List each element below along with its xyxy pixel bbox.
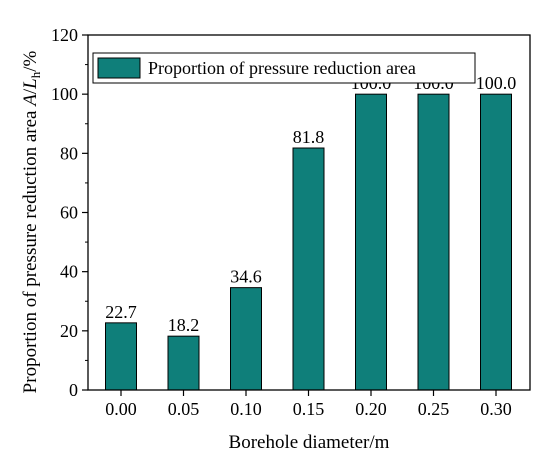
y-axis-title-text: Proportion of pressure reduction area: [20, 106, 41, 394]
bars-group: [105, 93, 512, 391]
bar-0.25: [417, 93, 450, 391]
bar-0.00: [105, 322, 137, 391]
legend: Proportion of pressure reduction area: [92, 52, 476, 84]
data-label-0.10: 34.6: [230, 267, 262, 287]
x-tick-label: 0.00: [105, 399, 137, 419]
x-tick-label: 0.15: [293, 399, 325, 419]
data-label-0.00: 22.7: [105, 302, 137, 322]
data-label-0.30: 100.0: [476, 73, 517, 93]
y-tick-label: 20: [60, 321, 78, 341]
x-tick-label: 0.25: [418, 399, 450, 419]
bar-0.05: [167, 335, 200, 391]
y-axis-title-var-a: A: [20, 94, 41, 108]
y-tick-label: 40: [60, 262, 78, 282]
bar-0.20: [355, 93, 387, 391]
x-tick-label: 0.30: [480, 399, 512, 419]
y-axis-title-var-l: L: [20, 78, 41, 90]
bar-0.10: [230, 287, 262, 391]
x-tick-label: 0.10: [230, 399, 262, 419]
y-axis-title-sep: /: [20, 88, 41, 94]
y-axis: 0 20 40 60 80 100 120: [51, 25, 88, 400]
y-axis-title-subscript: h: [28, 71, 43, 78]
y-tick-label: 60: [60, 203, 78, 223]
x-axis-title: Borehole diameter/m: [229, 432, 390, 453]
data-label-0.15: 81.8: [293, 127, 325, 147]
x-axis: 0.00 0.05 0.10 0.15 0.20 0.25 0.30: [105, 390, 512, 419]
bar-0.15: [292, 147, 325, 391]
x-tick-label: 0.20: [355, 399, 387, 419]
y-axis-title-unit: /%: [20, 51, 41, 72]
legend-label: Proportion of pressure reduction area: [148, 58, 416, 78]
data-label-0.05: 18.2: [168, 315, 200, 335]
y-axis-title: Proportion of pressure reduction area A/…: [20, 51, 43, 394]
legend-swatch: [97, 57, 141, 79]
y-tick-label: 80: [60, 143, 78, 163]
y-tick-label: 120: [51, 25, 78, 45]
y-tick-label: 100: [51, 84, 78, 104]
x-tick-label: 0.05: [168, 399, 200, 419]
bar-0.30: [480, 93, 512, 391]
y-tick-label: 0: [69, 380, 78, 400]
legend-box: [92, 52, 476, 84]
